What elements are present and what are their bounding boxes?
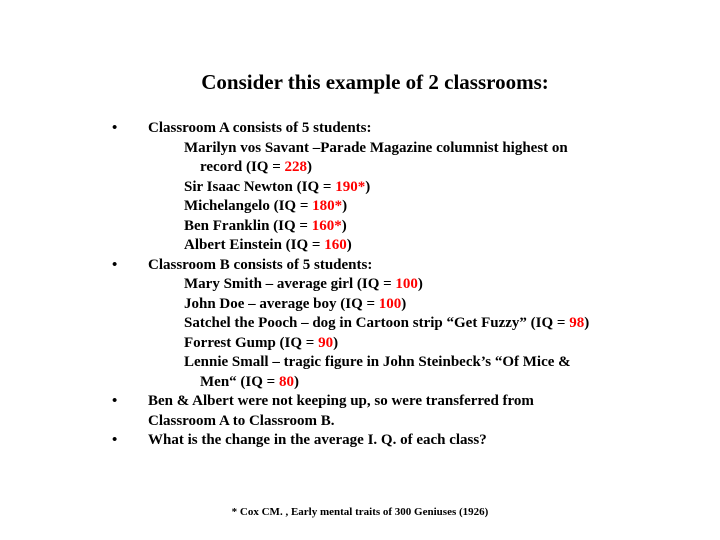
bullet-3: • Ben & Albert were not keeping up, so w…	[110, 392, 660, 431]
bullet-1-text: Classroom A consists of 5 students: Mari…	[148, 119, 660, 256]
slide: Consider this example of 2 classrooms: •…	[0, 0, 720, 540]
text-frag: )	[307, 159, 312, 175]
bullet-marker: •	[110, 392, 148, 412]
b3-line-1: Ben & Albert were not keeping up, so wer…	[148, 392, 660, 412]
bullet-3-text: Ben & Albert were not keeping up, so wer…	[148, 392, 660, 431]
text-frag: record (IQ =	[200, 159, 285, 175]
iq-value: 90	[318, 335, 333, 351]
text-frag: Mary Smith – average girl (IQ =	[184, 276, 395, 292]
text-frag: )	[584, 315, 589, 331]
iq-value: 80	[279, 374, 294, 390]
iq-value: 98	[569, 315, 584, 331]
iq-value: 100	[379, 296, 402, 312]
iq-value: 160	[324, 237, 347, 253]
b2-student-2: John Doe – average boy (IQ = 100)	[148, 295, 660, 315]
b2-student-5-cont: Men“ (IQ = 80)	[148, 373, 660, 393]
b2-student-1: Mary Smith – average girl (IQ = 100)	[148, 275, 660, 295]
iq-value: 160*	[312, 218, 342, 234]
b2-student-5: Lennie Small – tragic figure in John Ste…	[148, 353, 660, 373]
text-frag: Men“ (IQ =	[200, 374, 279, 390]
bullet-1: • Classroom A consists of 5 students: Ma…	[110, 119, 660, 256]
b1-lead: Classroom A consists of 5 students:	[148, 119, 660, 139]
slide-title: Consider this example of 2 classrooms:	[90, 70, 660, 95]
text-frag: Michelangelo (IQ =	[184, 198, 312, 214]
b3-line-2: Classroom A to Classroom B.	[148, 412, 660, 432]
text-frag: )	[342, 218, 347, 234]
b1-student-5: Albert Einstein (IQ = 160)	[148, 236, 660, 256]
text-frag: John Doe – average boy (IQ =	[184, 296, 379, 312]
bullet-4-text: What is the change in the average I. Q. …	[148, 431, 660, 451]
b1-student-1-cont: record (IQ = 228)	[148, 158, 660, 178]
text-frag: )	[365, 179, 370, 195]
iq-value: 100	[395, 276, 418, 292]
b2-student-4: Forrest Gump (IQ = 90)	[148, 334, 660, 354]
bullet-4: • What is the change in the average I. Q…	[110, 431, 660, 451]
b2-student-3: Satchel the Pooch – dog in Cartoon strip…	[148, 314, 660, 334]
text-frag: Lennie Small – tragic figure in John Ste…	[184, 354, 571, 370]
iq-value: 228	[285, 159, 308, 175]
text-frag: Albert Einstein (IQ =	[184, 237, 324, 253]
b1-student-4: Ben Franklin (IQ = 160*)	[148, 217, 660, 237]
b2-lead: Classroom B consists of 5 students:	[148, 256, 660, 276]
bullet-marker: •	[110, 256, 148, 276]
text-frag: )	[294, 374, 299, 390]
iq-value: 180*	[312, 198, 342, 214]
footnote: * Cox CM. , Early mental traits of 300 G…	[0, 506, 720, 518]
text-frag: Ben Franklin (IQ =	[184, 218, 312, 234]
b1-student-3: Michelangelo (IQ = 180*)	[148, 197, 660, 217]
text-frag: Satchel the Pooch – dog in Cartoon strip…	[184, 315, 569, 331]
text-frag: )	[347, 237, 352, 253]
text-frag: Marilyn vos Savant –Parade Magazine colu…	[184, 140, 568, 156]
text-frag: )	[333, 335, 338, 351]
text-frag: )	[342, 198, 347, 214]
bullet-marker: •	[110, 119, 148, 139]
bullet-2: • Classroom B consists of 5 students: Ma…	[110, 256, 660, 393]
text-frag: )	[418, 276, 423, 292]
b1-student-2: Sir Isaac Newton (IQ = 190*)	[148, 178, 660, 198]
bullet-marker: •	[110, 431, 148, 451]
text-frag: Forrest Gump (IQ =	[184, 335, 318, 351]
bullet-2-text: Classroom B consists of 5 students: Mary…	[148, 256, 660, 393]
text-frag: Sir Isaac Newton (IQ =	[184, 179, 335, 195]
text-frag: )	[401, 296, 406, 312]
b1-student-1: Marilyn vos Savant –Parade Magazine colu…	[148, 139, 660, 159]
iq-value: 190*	[335, 179, 365, 195]
